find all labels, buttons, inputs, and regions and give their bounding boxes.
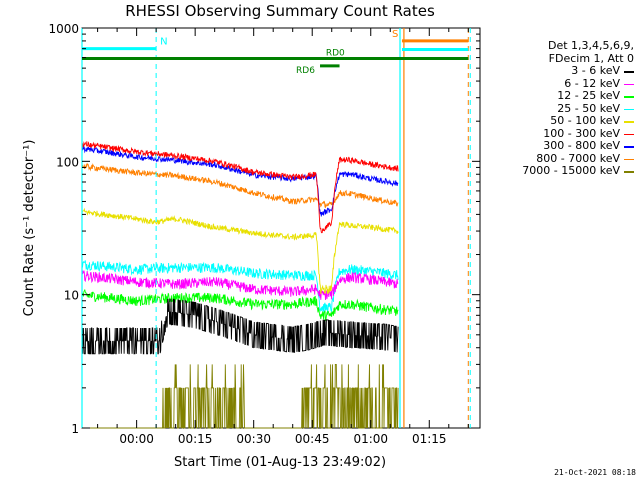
legend-label: 50 - 100 keV: [550, 114, 620, 127]
x-tick-label-0: 00:00: [119, 432, 154, 446]
legend-swatch: [624, 108, 634, 110]
series-trace-7: [81, 162, 399, 209]
y-tick-label-2: 100: [56, 155, 79, 169]
legend-swatch: [624, 83, 634, 85]
legend-swatch: [624, 96, 634, 98]
x-tick-label-1: 00:15: [178, 432, 213, 446]
series-traces: [81, 140, 399, 429]
flag-label-rd-1: RD6: [296, 66, 315, 76]
x-tick-label-2: 00:30: [236, 432, 271, 446]
legend-item-6: 300 - 800 keV: [474, 139, 634, 153]
legend-label: 800 - 7000 keV: [536, 151, 620, 165]
legend-items: 3 - 6 keV 6 - 12 keV 12 - 25 keV 25 - 50 ke…: [474, 64, 634, 178]
axes: 1 10 100 1000 00:00 00:15 00:30 00:45 01:00 01:15: [48, 22, 480, 446]
flag-label-rd-0: RD0: [326, 49, 345, 59]
series-trace-0: [81, 298, 399, 355]
legend-item-5: 100 - 300 keV: [474, 126, 634, 141]
legend-label: 6 - 12 keV: [564, 76, 620, 90]
chart-title: RHESSI Observing Summary Count Rates: [125, 2, 435, 20]
x-tick-label-5: 01:15: [412, 432, 447, 446]
flag-label-saa-0: N: [160, 37, 167, 48]
legend-swatch: [624, 171, 634, 173]
series-trace-5: [81, 140, 399, 234]
legend-item-0: 3 - 6 keV: [474, 64, 634, 78]
series-trace-6: [81, 144, 399, 217]
x-tick-label-4: 01:00: [353, 432, 388, 446]
legend-header-line-2: FDecim 1, Att 0: [548, 51, 634, 65]
series-trace-3: [81, 260, 399, 313]
y-tick-label-1: 10: [64, 289, 79, 303]
datestamp: 21-Oct-2021 08:18: [554, 468, 636, 477]
y-axis-label: Count Rate (s⁻¹ detector⁻¹): [22, 140, 37, 317]
y-tick-label-0: 1: [71, 422, 79, 436]
flag-label-saa-1: S: [392, 29, 398, 40]
y-tick-label-3: 1000: [48, 22, 79, 36]
legend-item-2: 12 - 25 keV: [474, 89, 634, 103]
series-trace-8: [82, 363, 399, 429]
legend-label: 300 - 800 keV: [543, 139, 620, 152]
legend-item-8: 7000 - 15000 keV: [474, 164, 634, 178]
legend-item-1: 6 - 12 keV: [474, 76, 634, 91]
legend-label: 25 - 50 keV: [557, 101, 620, 115]
legend-item-7: 800 - 7000 keV: [474, 151, 634, 166]
legend-swatch: [624, 71, 634, 73]
legend-swatch: [624, 146, 634, 148]
legend-label: 12 - 25 keV: [557, 89, 620, 102]
legend-swatch: [624, 158, 634, 160]
x-tick-label-3: 00:45: [295, 432, 330, 446]
legend-item-3: 25 - 50 keV: [474, 101, 634, 116]
x-axis-label: Start Time (01-Aug-13 23:49:02): [174, 455, 386, 470]
legend: Det 1,3,4,5,6,9, FDecim 1, Att 0 3 - 6 k…: [474, 39, 634, 178]
series-trace-2: [81, 288, 399, 321]
annotations: N S RD0 RD6: [81, 28, 471, 428]
plot-frame: [81, 27, 481, 429]
legend-swatch: [624, 121, 634, 123]
series-trace-4: [81, 207, 399, 295]
legend-label: 3 - 6 keV: [571, 64, 620, 77]
legend-header-line-1: Det 1,3,4,5,6,9,: [547, 39, 634, 52]
series-trace-1: [81, 270, 399, 300]
legend-label: 7000 - 15000 keV: [522, 164, 620, 177]
legend-swatch: [624, 133, 634, 135]
legend-label: 100 - 300 keV: [543, 126, 620, 140]
legend-item-4: 50 - 100 keV: [474, 114, 634, 128]
